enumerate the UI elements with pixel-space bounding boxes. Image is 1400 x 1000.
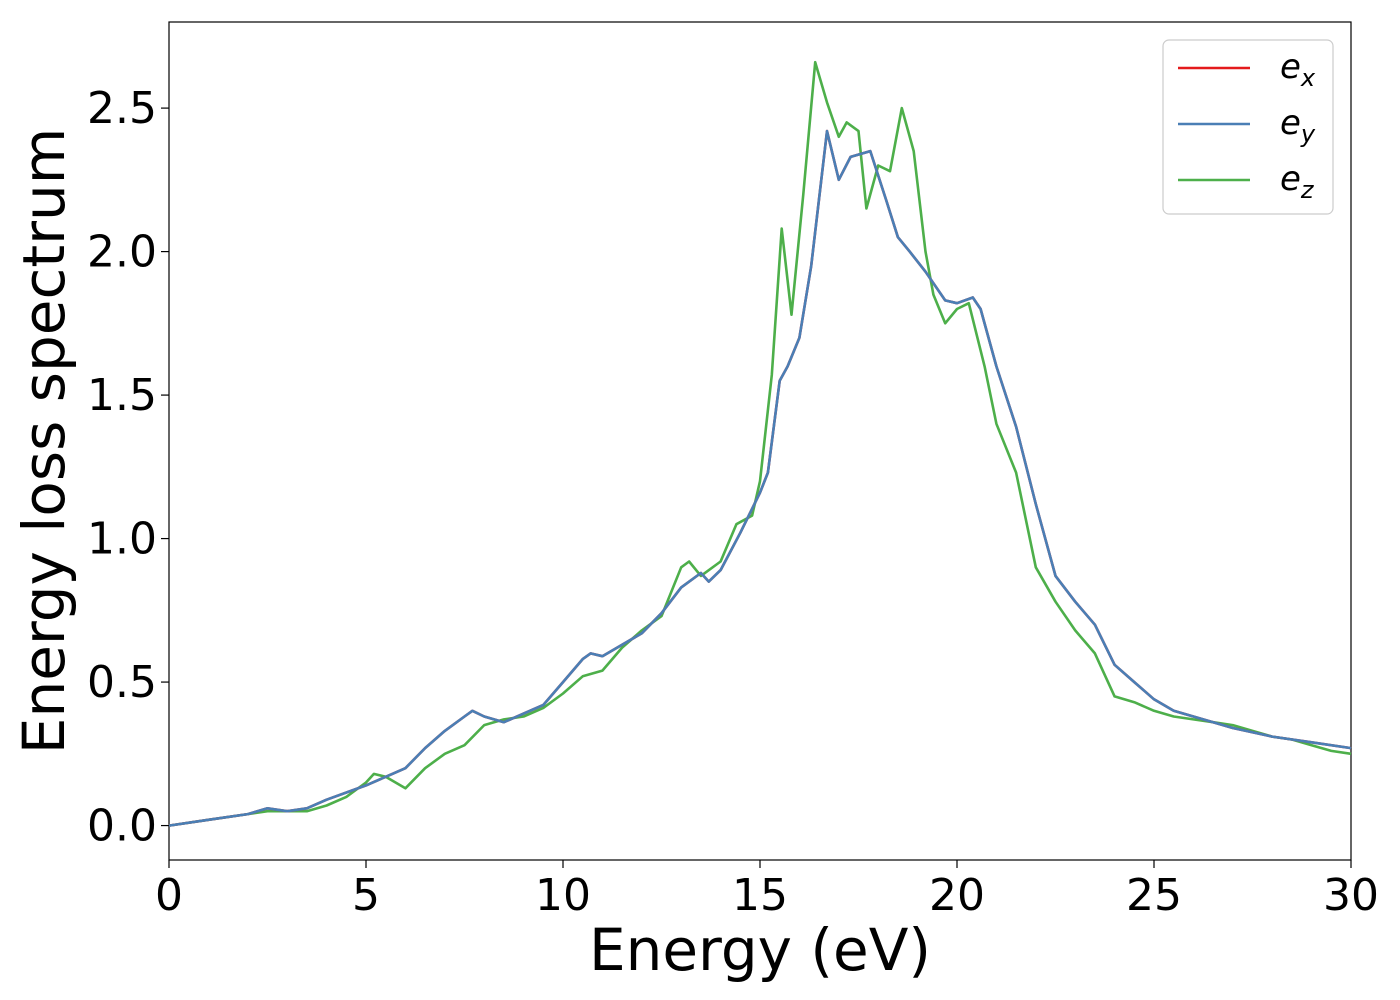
legend-label-e-x: ex	[1280, 47, 1316, 92]
x-tick-label: 10	[535, 870, 591, 921]
y-axis: 0.0 0.5 1.0 1.5 2.0 2.5	[87, 83, 169, 852]
x-axis-label: Energy (eV)	[589, 916, 931, 984]
x-tick-label: 0	[155, 870, 183, 921]
legend-label-base: e	[1280, 47, 1301, 87]
legend-box	[1162, 39, 1334, 215]
x-tick-label: 5	[352, 870, 380, 921]
y-axis-label: Energy loss spectrum	[10, 128, 78, 754]
legend-label-subscript: z	[1300, 176, 1315, 204]
y-tick-label: 1.0	[87, 514, 157, 565]
legend-label-base: e	[1280, 103, 1301, 143]
y-tick-label: 2.5	[87, 83, 157, 134]
legend-label-e-y: ey	[1280, 103, 1316, 148]
plot-area	[168, 21, 1352, 861]
legend-label-base: e	[1280, 159, 1301, 199]
x-axis: 0 5 10 15 20 25 30	[155, 860, 1379, 921]
y-tick-label: 2.0	[87, 227, 157, 278]
x-tick-label: 25	[1126, 870, 1182, 921]
series-line-e-y	[168, 129, 1352, 827]
series-lines	[168, 60, 1352, 827]
y-tick-label: 0.5	[87, 657, 157, 708]
y-tick-label: 1.5	[87, 370, 157, 421]
x-tick-label: 30	[1323, 870, 1379, 921]
x-tick-label: 15	[732, 870, 788, 921]
legend-label-e-z: ez	[1280, 159, 1315, 204]
legend-label-subscript: x	[1300, 64, 1316, 92]
y-tick-label: 0.0	[87, 801, 157, 852]
legend-label-subscript: y	[1300, 120, 1316, 148]
x-tick-label: 20	[929, 870, 985, 921]
series-line-e-z	[168, 60, 1352, 827]
